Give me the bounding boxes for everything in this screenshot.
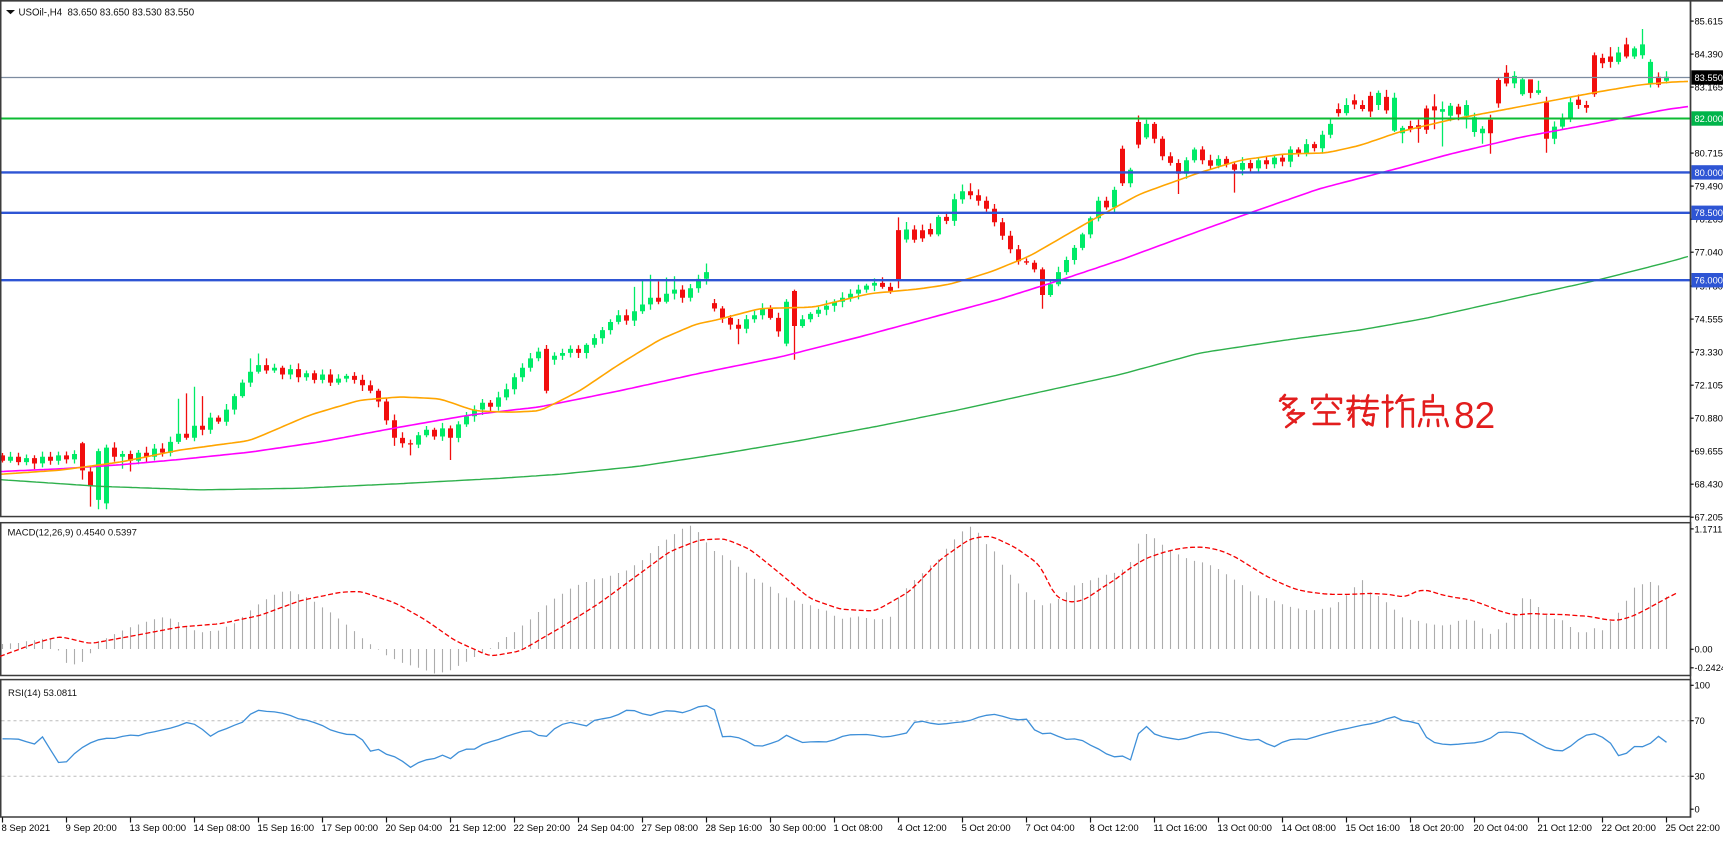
- svg-text:1 Oct 08:00: 1 Oct 08:00: [834, 823, 883, 834]
- svg-text:70.880: 70.880: [1695, 414, 1723, 424]
- svg-text:100: 100: [1695, 681, 1711, 691]
- svg-text:9 Sep 20:00: 9 Sep 20:00: [66, 823, 117, 834]
- svg-text:-0.2424: -0.2424: [1695, 663, 1723, 673]
- svg-text:72.105: 72.105: [1695, 381, 1723, 391]
- svg-text:21 Oct 12:00: 21 Oct 12:00: [1538, 823, 1592, 834]
- svg-text:MACD(12,26,9) 0.4540 0.5397: MACD(12,26,9) 0.4540 0.5397: [8, 528, 137, 539]
- svg-text:27 Sep 08:00: 27 Sep 08:00: [642, 823, 699, 834]
- svg-text:15 Oct 16:00: 15 Oct 16:00: [1346, 823, 1400, 834]
- svg-text:0: 0: [1695, 805, 1700, 815]
- svg-text:14 Sep 08:00: 14 Sep 08:00: [194, 823, 251, 834]
- svg-text:25 Oct 22:00: 25 Oct 22:00: [1666, 823, 1720, 834]
- svg-text:20 Sep 04:00: 20 Sep 04:00: [386, 823, 443, 834]
- svg-text:14 Oct 08:00: 14 Oct 08:00: [1282, 823, 1336, 834]
- svg-text:13 Oct 00:00: 13 Oct 00:00: [1218, 823, 1272, 834]
- svg-text:21 Sep 12:00: 21 Sep 12:00: [450, 823, 507, 834]
- svg-text:8 Sep 2021: 8 Sep 2021: [2, 823, 51, 834]
- svg-text:4 Oct 12:00: 4 Oct 12:00: [898, 823, 947, 834]
- svg-text:RSI(14) 53.0811: RSI(14) 53.0811: [8, 688, 77, 699]
- svg-text:13 Sep 00:00: 13 Sep 00:00: [130, 823, 187, 834]
- svg-text:70: 70: [1695, 716, 1705, 726]
- svg-text:69.655: 69.655: [1695, 447, 1723, 457]
- svg-text:30: 30: [1695, 772, 1705, 782]
- svg-text:82.000: 82.000: [1695, 114, 1723, 124]
- svg-text:78.500: 78.500: [1695, 208, 1723, 218]
- svg-text:15 Sep 16:00: 15 Sep 16:00: [258, 823, 315, 834]
- svg-text:8 Oct 12:00: 8 Oct 12:00: [1090, 823, 1139, 834]
- svg-text:68.430: 68.430: [1695, 480, 1723, 490]
- svg-text:USOil-,H4 83.650 83.650 83.53: USOil-,H4 83.650 83.650 83.530 83.550: [19, 8, 195, 19]
- svg-text:79.490: 79.490: [1695, 182, 1723, 192]
- svg-text:80.715: 80.715: [1695, 149, 1723, 159]
- svg-text:83.550: 83.550: [1695, 73, 1723, 83]
- svg-text:18 Oct 20:00: 18 Oct 20:00: [1410, 823, 1464, 834]
- svg-text:82: 82: [1454, 395, 1495, 436]
- svg-text:24 Sep 04:00: 24 Sep 04:00: [578, 823, 635, 834]
- svg-text:5 Oct 20:00: 5 Oct 20:00: [962, 823, 1011, 834]
- svg-text:84.390: 84.390: [1695, 50, 1723, 60]
- svg-text:80.000: 80.000: [1695, 168, 1723, 178]
- svg-text:7 Oct 04:00: 7 Oct 04:00: [1026, 823, 1075, 834]
- svg-text:22 Oct 20:00: 22 Oct 20:00: [1602, 823, 1656, 834]
- svg-text:11 Oct 16:00: 11 Oct 16:00: [1154, 823, 1208, 834]
- svg-text:85.615: 85.615: [1695, 17, 1723, 27]
- svg-text:1.1711: 1.1711: [1695, 524, 1723, 534]
- svg-text:22 Sep 20:00: 22 Sep 20:00: [514, 823, 571, 834]
- svg-text:30 Sep 00:00: 30 Sep 00:00: [770, 823, 827, 834]
- svg-text:77.040: 77.040: [1695, 248, 1723, 258]
- svg-text:73.330: 73.330: [1695, 348, 1723, 358]
- svg-text:20 Oct 04:00: 20 Oct 04:00: [1474, 823, 1528, 834]
- svg-text:74.555: 74.555: [1695, 315, 1723, 325]
- svg-text:76.000: 76.000: [1695, 276, 1723, 286]
- svg-text:17 Sep 00:00: 17 Sep 00:00: [322, 823, 379, 834]
- svg-text:67.205: 67.205: [1695, 513, 1723, 523]
- svg-text:0.00: 0.00: [1695, 645, 1713, 655]
- svg-text:28 Sep 16:00: 28 Sep 16:00: [706, 823, 763, 834]
